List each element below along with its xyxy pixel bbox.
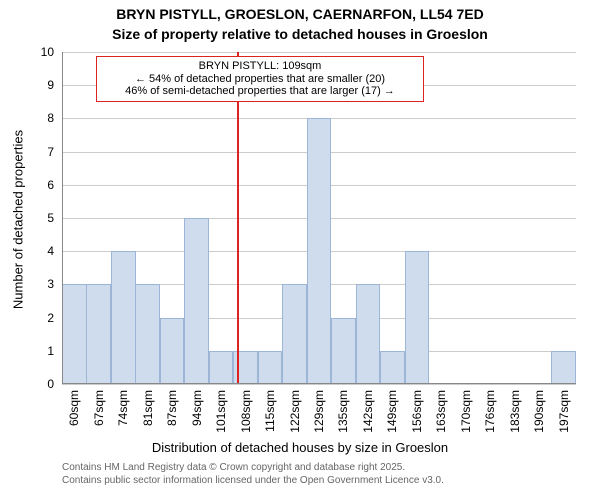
histogram-bar xyxy=(258,351,283,384)
x-tick-label: 170sqm xyxy=(459,390,473,433)
x-tick-label: 81sqm xyxy=(141,390,155,426)
attribution-text: Contains HM Land Registry data © Crown c… xyxy=(62,462,444,487)
x-tick-label: 176sqm xyxy=(483,390,497,433)
chart-title-2: Size of property relative to detached ho… xyxy=(0,26,600,42)
x-tick-label: 67sqm xyxy=(92,390,106,426)
x-axis-label: Distribution of detached houses by size … xyxy=(0,440,600,455)
x-tick-label: 87sqm xyxy=(165,390,179,426)
y-tick-label: 9 xyxy=(0,78,54,92)
gridline xyxy=(62,384,576,385)
y-tick-label: 0 xyxy=(0,377,54,391)
histogram-bar xyxy=(307,118,332,384)
annotation-line-3: 46% of semi-detached properties that are… xyxy=(105,85,415,98)
x-tick-label: 142sqm xyxy=(361,390,375,433)
histogram-bar xyxy=(331,318,356,384)
histogram-bar xyxy=(551,351,576,384)
y-axis-line xyxy=(62,52,63,384)
histogram-bar xyxy=(111,251,136,384)
histogram-bar xyxy=(86,284,111,384)
histogram-bar xyxy=(184,218,209,384)
annotation-box: BRYN PISTYLL: 109sqm ← 54% of detached p… xyxy=(96,56,424,102)
y-tick-label: 8 xyxy=(0,111,54,125)
y-tick-label: 5 xyxy=(0,211,54,225)
histogram-bar xyxy=(135,284,160,384)
y-tick-label: 2 xyxy=(0,311,54,325)
x-tick-label: 115sqm xyxy=(263,390,277,432)
x-axis-line xyxy=(62,383,576,384)
y-tick-label: 3 xyxy=(0,277,54,291)
y-tick-label: 7 xyxy=(0,145,54,159)
y-tick-label: 4 xyxy=(0,244,54,258)
x-tick-label: 183sqm xyxy=(508,390,522,433)
y-tick-label: 6 xyxy=(0,178,54,192)
histogram-bar xyxy=(160,318,185,384)
x-tick-label: 163sqm xyxy=(434,390,448,433)
plot-area: BRYN PISTYLL: 109sqm ← 54% of detached p… xyxy=(62,52,576,384)
histogram-bar xyxy=(62,284,87,384)
x-tick-label: 108sqm xyxy=(239,390,253,433)
histogram-bar xyxy=(356,284,381,384)
histogram-bar xyxy=(380,351,405,384)
x-tick-label: 149sqm xyxy=(385,390,399,433)
x-tick-label: 122sqm xyxy=(288,390,302,433)
x-tick-label: 156sqm xyxy=(410,390,424,433)
attribution-line-1: Contains HM Land Registry data © Crown c… xyxy=(62,462,444,475)
gridline xyxy=(62,52,576,53)
x-tick-label: 94sqm xyxy=(190,390,204,426)
annotation-line-2: ← 54% of detached properties that are sm… xyxy=(105,73,415,86)
histogram-bar xyxy=(405,251,430,384)
attribution-line-2: Contains public sector information licen… xyxy=(62,475,444,488)
x-tick-label: 197sqm xyxy=(557,390,571,433)
x-tick-label: 60sqm xyxy=(67,390,81,426)
x-tick-label: 74sqm xyxy=(116,390,130,426)
histogram-bar xyxy=(282,284,307,384)
property-size-chart: { "title1": "BRYN PISTYLL, GROESLON, CAE… xyxy=(0,0,600,500)
annotation-line-1: BRYN PISTYLL: 109sqm xyxy=(105,60,415,73)
x-tick-label: 129sqm xyxy=(312,390,326,433)
y-tick-label: 10 xyxy=(0,45,54,59)
y-tick-label: 1 xyxy=(0,344,54,358)
chart-title-1: BRYN PISTYLL, GROESLON, CAERNARFON, LL54… xyxy=(0,6,600,22)
x-tick-label: 190sqm xyxy=(532,390,546,433)
histogram-bar xyxy=(209,351,234,384)
x-tick-label: 135sqm xyxy=(336,390,350,433)
x-tick-label: 101sqm xyxy=(214,390,228,433)
